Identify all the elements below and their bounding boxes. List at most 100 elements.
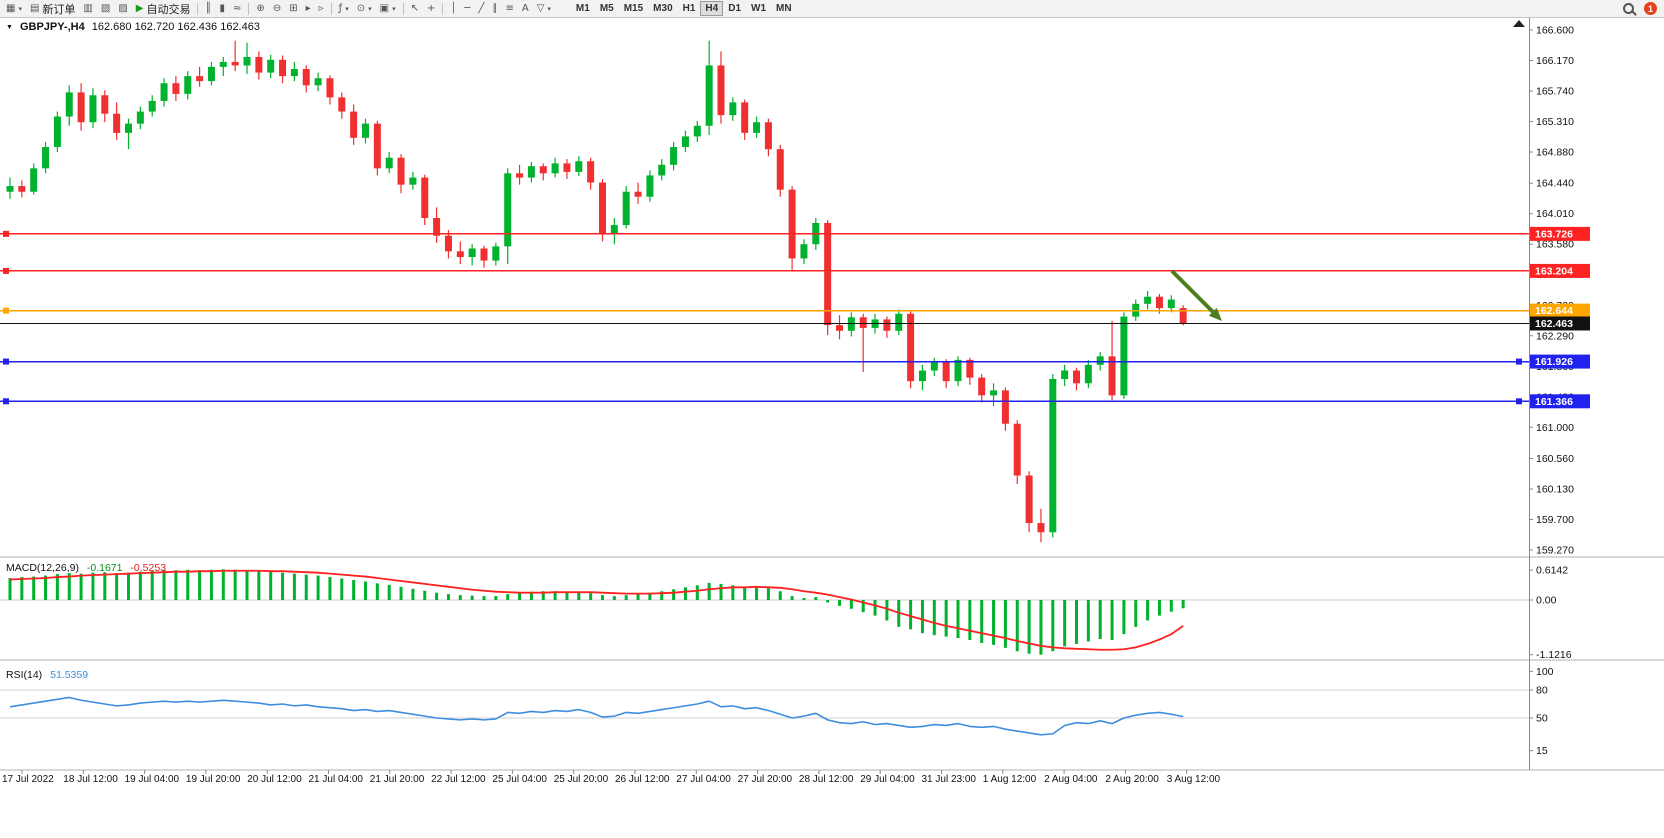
terminal-button[interactable]: ▨: [114, 1, 131, 16]
hline-left-anchor[interactable]: [3, 307, 9, 314]
text-label-button[interactable]: A: [518, 1, 533, 16]
macd-bar: [127, 572, 130, 600]
cursor-button[interactable]: ↖: [407, 1, 423, 16]
annotation-arrow[interactable]: [1170, 269, 1218, 317]
macd-bar: [44, 575, 48, 600]
fibonacci-button[interactable]: ≡: [501, 1, 517, 16]
new-chart-icon: ▦: [6, 2, 16, 14]
candle-body: [504, 173, 512, 247]
indicators-button[interactable]: ƒ ▾: [335, 1, 353, 16]
zoom-in-button[interactable]: ⊕: [252, 1, 268, 16]
macd-bar: [1110, 600, 1114, 641]
macd-bar: [920, 600, 924, 634]
macd-bar: [518, 592, 522, 600]
hline-left-anchor[interactable]: [3, 230, 9, 237]
tf-d1-button[interactable]: D1: [723, 1, 746, 16]
horizontal-line-button[interactable]: ─: [460, 1, 474, 16]
candle-body: [681, 136, 689, 148]
candle-body: [824, 222, 832, 326]
crosshair-button[interactable]: +: [423, 1, 439, 16]
price-tag-161.926-text: 161.926: [1535, 356, 1573, 368]
macd-bar: [648, 592, 652, 600]
macd-bar: [138, 571, 142, 600]
macd-bar: [790, 596, 794, 600]
candle-body: [800, 244, 808, 259]
macd-signal-value: -0.5253: [130, 562, 167, 574]
time-axis-label: 19 Jul 04:00: [125, 774, 180, 785]
hline-right-anchor[interactable]: [1516, 358, 1522, 365]
macd-bar: [1086, 600, 1090, 642]
zoom-in-icon: ⊕: [256, 2, 265, 14]
rsi-name: RSI(14): [6, 669, 43, 681]
auto-scroll-button[interactable]: ▸: [302, 1, 315, 16]
equidistant-channel-button[interactable]: ∥: [488, 1, 501, 16]
tf-m15-button[interactable]: M15: [619, 1, 648, 16]
candle-body: [575, 161, 583, 172]
candle-body: [788, 189, 796, 259]
tf-w1-button[interactable]: W1: [746, 1, 771, 16]
cursor-icon: ↖: [410, 2, 419, 14]
notification-badge[interactable]: 1: [1644, 2, 1657, 15]
candle-body: [1049, 379, 1057, 533]
hline-left-anchor[interactable]: [3, 358, 9, 365]
horizontal-line-icon: ─: [464, 2, 471, 14]
tf-m15-label: M15: [623, 3, 644, 14]
price-axis-label: 164.010: [1536, 208, 1574, 220]
bar-chart-button[interactable]: ║: [201, 1, 215, 16]
candle-body: [267, 59, 275, 73]
time-axis-label: 25 Jul 04:00: [492, 774, 547, 785]
candle-body: [634, 191, 642, 197]
tile-windows-button[interactable]: ⊞: [285, 1, 301, 16]
candle-body: [1084, 364, 1092, 384]
vertical-line-button[interactable]: │: [446, 1, 460, 16]
macd-bar: [221, 569, 225, 600]
hline-left-anchor[interactable]: [3, 398, 9, 405]
candle-body: [563, 163, 571, 172]
tf-h1-label: H1: [682, 3, 696, 14]
macd-bar: [1051, 600, 1055, 652]
candle-body: [1013, 423, 1021, 476]
tf-m30-button[interactable]: M30: [648, 1, 677, 16]
chart-shift-icon: ▹: [318, 2, 324, 14]
candle-body: [551, 163, 559, 174]
macd-signal-line: [9, 569, 1184, 651]
new-chart-caret-icon: ▾: [18, 5, 22, 13]
candle-chart-button[interactable]: ▮: [216, 1, 230, 16]
candle-body: [587, 161, 595, 183]
annotation-arrowhead: [1208, 307, 1222, 321]
auto-trading-button[interactable]: ▶ 自动交易: [132, 1, 195, 16]
trendline-button[interactable]: ╱: [474, 1, 488, 16]
tf-m5-button[interactable]: M5: [595, 1, 619, 16]
candle-body: [1144, 296, 1152, 304]
macd-bar: [67, 573, 71, 600]
tf-mn-button[interactable]: MN: [771, 1, 797, 16]
line-chart-button[interactable]: ≈: [229, 1, 245, 16]
periods-caret-icon: ▾: [368, 5, 372, 13]
market-watch-button[interactable]: ▥: [79, 1, 96, 16]
candle-body: [646, 175, 654, 197]
macd-bar: [8, 578, 12, 600]
tf-h4-label: H4: [705, 3, 719, 14]
chart-shift-button[interactable]: ▹: [315, 1, 328, 16]
arrows-button[interactable]: ▽ ▾: [533, 1, 555, 16]
zoom-out-button[interactable]: ⊖: [269, 1, 285, 16]
hline-left-anchor[interactable]: [3, 267, 9, 274]
tf-h4-button[interactable]: H4: [700, 1, 724, 16]
collapse-triangle-icon[interactable]: ▼: [6, 23, 13, 31]
macd-bar: [1134, 600, 1138, 627]
toolbar-separator: [442, 2, 444, 15]
periods-button[interactable]: ⊙ ▾: [353, 1, 376, 16]
templates-button[interactable]: ▣ ▾: [376, 1, 400, 16]
search-icon[interactable]: [1622, 2, 1637, 16]
tf-h1-button[interactable]: H1: [678, 1, 701, 16]
ohlc-readout: 162.680 162.720 162.436 162.463: [91, 21, 260, 33]
price-tag-162.644: [1530, 303, 1590, 318]
new-chart-button[interactable]: ▦ ▾: [2, 1, 26, 16]
navigator-button[interactable]: ▧: [97, 1, 114, 16]
macd-bar: [1122, 600, 1126, 635]
macd-bar: [292, 573, 296, 600]
new-order-button[interactable]: ▤ 新订单: [26, 1, 79, 16]
tf-m1-button[interactable]: M1: [571, 1, 595, 16]
hline-right-anchor[interactable]: [1516, 398, 1522, 405]
